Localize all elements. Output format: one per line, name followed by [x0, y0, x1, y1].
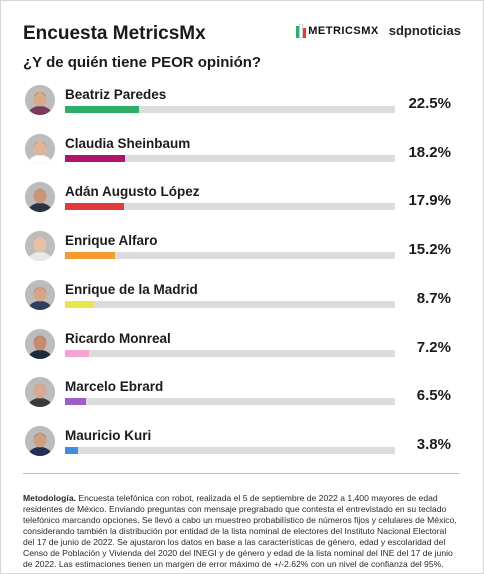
bar — [65, 154, 126, 162]
divider — [23, 473, 459, 474]
bar-row: Claudia Sheinbaum 18.2% — [23, 133, 459, 174]
bar — [65, 252, 116, 260]
bar — [65, 349, 89, 357]
candidate-photo — [25, 377, 55, 408]
bar-track — [65, 398, 395, 406]
candidate-name: Enrique Alfaro — [65, 233, 158, 249]
sdpnoticias-logo: sdpnoticias — [388, 23, 461, 38]
candidate-photo — [25, 279, 55, 310]
bar-value-label: 18.2% — [408, 143, 451, 161]
candidate-photo — [25, 182, 55, 213]
bar-value-label: 17.9% — [408, 192, 451, 210]
bar-value-label: 15.2% — [408, 241, 451, 259]
bar — [65, 398, 87, 406]
candidate-photo — [25, 133, 55, 164]
bar — [65, 300, 94, 308]
candidate-photo — [25, 328, 55, 359]
bar-value-label: 8.7% — [416, 289, 451, 307]
candidate-name: Enrique de la Madrid — [65, 281, 198, 297]
poll-title: Encuesta MetricsMx — [23, 23, 206, 44]
methodology-text: Encuesta telefónica con robot, realizada… — [23, 493, 457, 569]
candidate-photo — [25, 85, 55, 115]
bar-row: Adán Augusto López 17.9% — [23, 182, 459, 222]
bar-track — [65, 300, 395, 308]
candidate-name: Ricardo Monreal — [65, 330, 171, 346]
methodology-label: Metodología. — [23, 493, 76, 503]
bar-track — [65, 446, 395, 454]
bar-track — [65, 154, 395, 162]
metricsmx-logo-text: METRICSMX — [308, 24, 379, 37]
bar-row: Mauricio Kuri 3.8% — [23, 425, 459, 466]
bar-row: Ricardo Monreal 7.2% — [23, 328, 459, 369]
candidate-photo — [25, 231, 55, 262]
candidate-name: Mauricio Kuri — [65, 427, 152, 443]
poll-question: ¿Y de quién tiene PEOR opinión? — [23, 54, 262, 71]
bar-row: Enrique Alfaro 15.2% — [23, 231, 459, 271]
candidate-name: Marcelo Ebrard — [65, 379, 164, 395]
candidate-name: Claudia Sheinbaum — [65, 135, 191, 151]
bar-track — [65, 203, 395, 211]
bar-value-label: 7.2% — [416, 338, 451, 356]
candidate-name: Adán Augusto López — [65, 184, 200, 200]
bar-value-label: 3.8% — [416, 435, 451, 453]
bar — [65, 106, 140, 113]
brand-logos: METRICSMX sdpnoticias — [296, 23, 461, 38]
candidate-photo — [25, 425, 55, 456]
bar-row: Marcelo Ebrard 6.5% — [23, 377, 459, 417]
bar-value-label: 22.5% — [408, 95, 451, 112]
bar-row: Enrique de la Madrid 8.7% — [23, 279, 459, 320]
bar-row: Beatriz Paredes 22.5% — [23, 85, 459, 125]
methodology-note: Metodología. Encuesta telefónica con rob… — [23, 493, 459, 573]
bar — [65, 203, 125, 211]
bar-track — [65, 106, 395, 113]
metricsmx-logo: METRICSMX — [296, 23, 379, 38]
bar — [65, 446, 78, 454]
bar-track — [65, 349, 395, 357]
bar-value-label: 6.5% — [416, 387, 451, 405]
candidate-name: Beatriz Paredes — [65, 87, 167, 102]
bar-track — [65, 252, 395, 260]
metricsmx-logo-icon — [296, 23, 307, 38]
